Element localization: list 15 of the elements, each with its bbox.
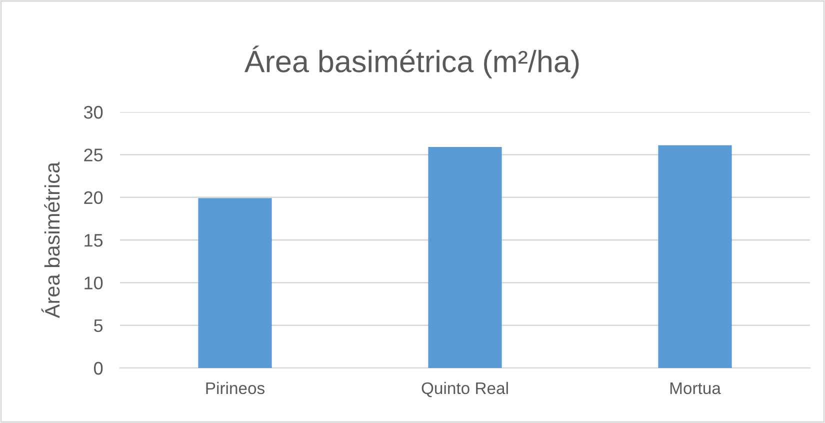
x-tick-label: Pirineos [206,382,265,394]
y-tick-label: 30 [84,106,103,119]
x-tick-label: Quinto Real [422,382,508,398]
chart-title: Área basimétrica (m²/ha) [244,46,579,78]
y-tick-label: 5 [94,319,103,332]
y-axis-title: Área basimétrica [41,162,60,318]
y-tick-label: 20 [84,191,103,204]
bar [428,146,502,368]
y-tick-label: 10 [84,276,103,290]
y-tick-label: 25 [84,148,103,162]
x-tick-label: Mortua [670,382,721,394]
y-tick-label: 15 [84,234,103,247]
y-tick-label: 0 [94,362,103,375]
bar [658,145,732,368]
bar [198,198,272,368]
